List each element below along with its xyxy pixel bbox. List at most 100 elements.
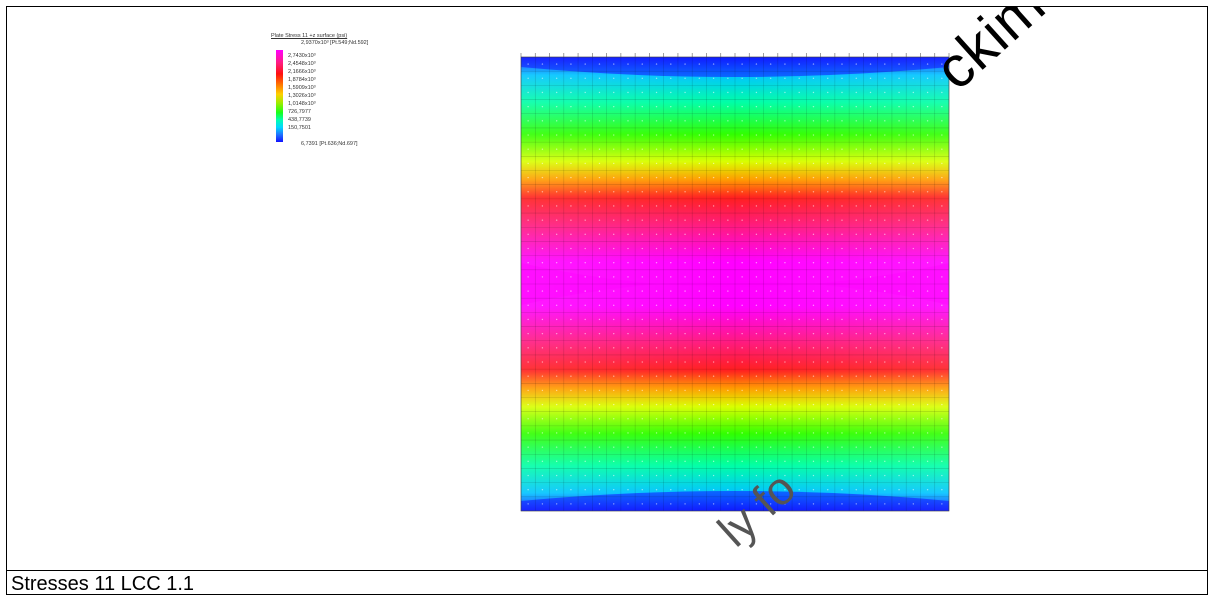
mesh-node [712,432,715,434]
mesh-node [855,432,857,434]
mesh-node [769,77,772,79]
mesh-node [627,361,629,363]
mesh-node [827,318,829,321]
mesh-node [855,375,857,377]
mesh-node [741,304,743,306]
mesh-node [941,219,943,221]
mesh-node [741,318,743,321]
mesh-node [598,205,601,207]
mesh-node [841,489,843,491]
mesh-node [641,332,643,335]
mesh-node [641,503,643,505]
mesh-node [712,304,715,306]
mesh-node [584,276,586,278]
mesh-node [627,489,629,491]
mesh-node [670,332,672,335]
mesh-node [798,290,800,292]
mesh-node [755,276,758,278]
mesh-node [827,262,829,264]
mesh-node [855,318,857,321]
mesh-node [712,375,715,377]
mesh-node [627,219,629,221]
mesh-node [555,262,558,264]
mesh-node [755,205,758,207]
mesh-node [912,134,915,136]
mesh-node [684,361,686,363]
mesh-node [769,233,772,236]
mesh-node [555,290,558,292]
mesh-node [670,105,672,108]
mesh-node [727,332,729,335]
mesh-node [741,105,743,108]
mesh-node [570,120,572,122]
mesh-node [670,205,672,207]
mesh-node [912,205,915,207]
mesh-node [898,432,900,434]
mesh-node [869,63,872,65]
mesh-node [812,290,815,292]
mesh-node [541,205,544,207]
mesh-node [613,332,615,335]
mesh-node [741,418,743,420]
mesh-node [584,91,586,94]
mesh-node [912,489,915,491]
mesh-node [855,176,857,179]
mesh-node [912,91,915,94]
mesh-node [869,418,872,420]
mesh-node [798,403,800,406]
mesh-node [570,318,572,321]
top-blue-lobe [521,57,949,77]
mesh-node [541,91,544,94]
mesh-node [841,304,843,306]
mesh-node [584,418,586,420]
mesh-node [912,191,915,193]
mesh-node [570,361,572,363]
mesh-node [798,418,800,420]
mesh-node [884,134,886,136]
mesh-node [841,432,843,434]
mesh-node [798,332,800,335]
mesh-node [527,134,529,136]
mesh-node [869,375,872,377]
mesh-node [527,503,529,505]
mesh-node [884,318,886,321]
mesh-node [798,77,800,79]
mesh-node [641,446,643,448]
mesh-node [641,418,643,420]
mesh-node [755,262,758,264]
mesh-node [827,276,829,278]
mesh-node [898,375,900,377]
mesh-node [712,332,715,335]
mesh-node [627,318,629,321]
mesh-node [727,191,729,193]
mesh-node [570,105,572,108]
mesh-node [869,191,872,193]
mesh-node [827,134,829,136]
mesh-node [869,205,872,207]
mesh-node [898,290,900,292]
mesh-node [912,446,915,448]
mesh-node [527,446,529,448]
mesh-node [712,318,715,321]
mesh-node [855,162,857,165]
mesh-node [869,503,872,505]
mesh-node [684,418,686,420]
mesh-node [912,347,915,349]
mesh-node [555,120,558,122]
mesh-node [926,276,929,278]
mesh-node [541,262,544,264]
mesh-node [627,148,629,150]
mesh-node [812,148,815,150]
mesh-node [570,134,572,136]
mesh-node [941,91,943,94]
mesh-node [855,347,857,349]
mesh-node [855,474,857,477]
mesh-node [798,375,800,377]
mesh-node [912,105,915,108]
mesh-node [727,77,729,79]
mesh-node [670,219,672,221]
mesh-node [769,503,772,505]
mesh-node [855,63,857,65]
mesh-node [941,375,943,377]
mesh-node [613,489,615,491]
